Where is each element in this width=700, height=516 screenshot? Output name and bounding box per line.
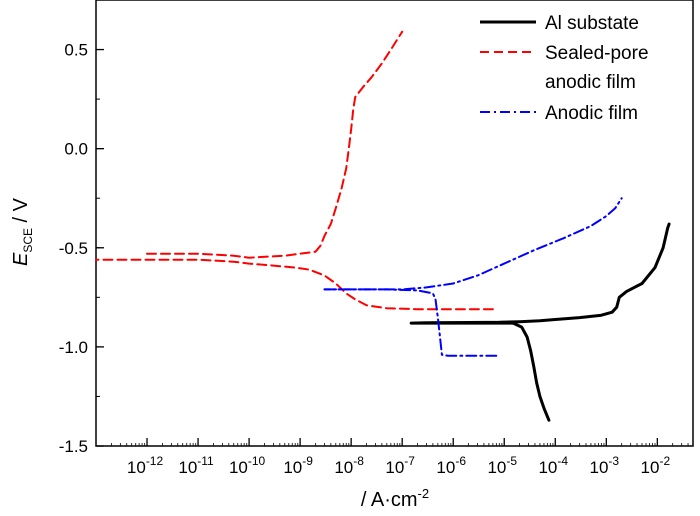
plot-frame <box>95 0 694 447</box>
x-tick-label: 10-8 <box>334 454 364 477</box>
legend-label-2: Anodic film <box>545 103 638 124</box>
y-tick-label: 0.5 <box>64 41 88 60</box>
y-tick-label: -1.5 <box>59 437 88 456</box>
series-line-1-points2 <box>146 30 404 259</box>
legend-label-1: Sealed-pore <box>545 43 649 64</box>
legend-label-0: Al substate <box>545 13 639 34</box>
series-line-0-points2 <box>511 321 551 422</box>
x-axis-title: / A·cm-2 <box>361 486 429 511</box>
x-tick-label: 10-2 <box>641 454 671 477</box>
series-line-2-points2 <box>323 197 623 291</box>
x-tick-label: 10-10 <box>229 454 266 477</box>
x-tick-label: 10-7 <box>385 454 415 477</box>
y-tick-label: -1.0 <box>59 338 88 357</box>
x-tick-label: 10-9 <box>283 454 313 477</box>
legend-label-1: anodic film <box>545 72 636 93</box>
x-tick-label: 10-12 <box>127 454 164 477</box>
x-tick-label: 10-11 <box>178 454 214 477</box>
series-line-1-points <box>95 258 494 311</box>
x-tick-label: 10-5 <box>487 454 517 477</box>
series-line-0-points <box>409 222 671 325</box>
y-tick-label: 0.0 <box>64 140 88 159</box>
y-axis-title: ESCE / V <box>10 197 35 266</box>
series-layer <box>95 30 671 422</box>
x-tick-label: 10-6 <box>436 454 466 477</box>
x-tick-label: 10-4 <box>538 454 568 477</box>
y-axis-title-unit: / V <box>10 197 32 228</box>
y-axis-title-sub: SCE <box>21 228 35 253</box>
legend: Al substate Sealed-pore anodic film Anodic … <box>480 13 649 124</box>
axis-ticks: 0.5 0.0 -0.5 -1.0 -1.5 10-12 10-11 10-10 10-9 10-… <box>59 0 694 477</box>
y-axis-title-main: E <box>10 252 32 266</box>
x-tick-label: 10-3 <box>590 454 620 477</box>
x-axis-title-exp: -2 <box>418 486 430 501</box>
x-axis-title-main: / A·cm <box>361 489 418 511</box>
y-tick-label: -0.5 <box>59 239 88 258</box>
